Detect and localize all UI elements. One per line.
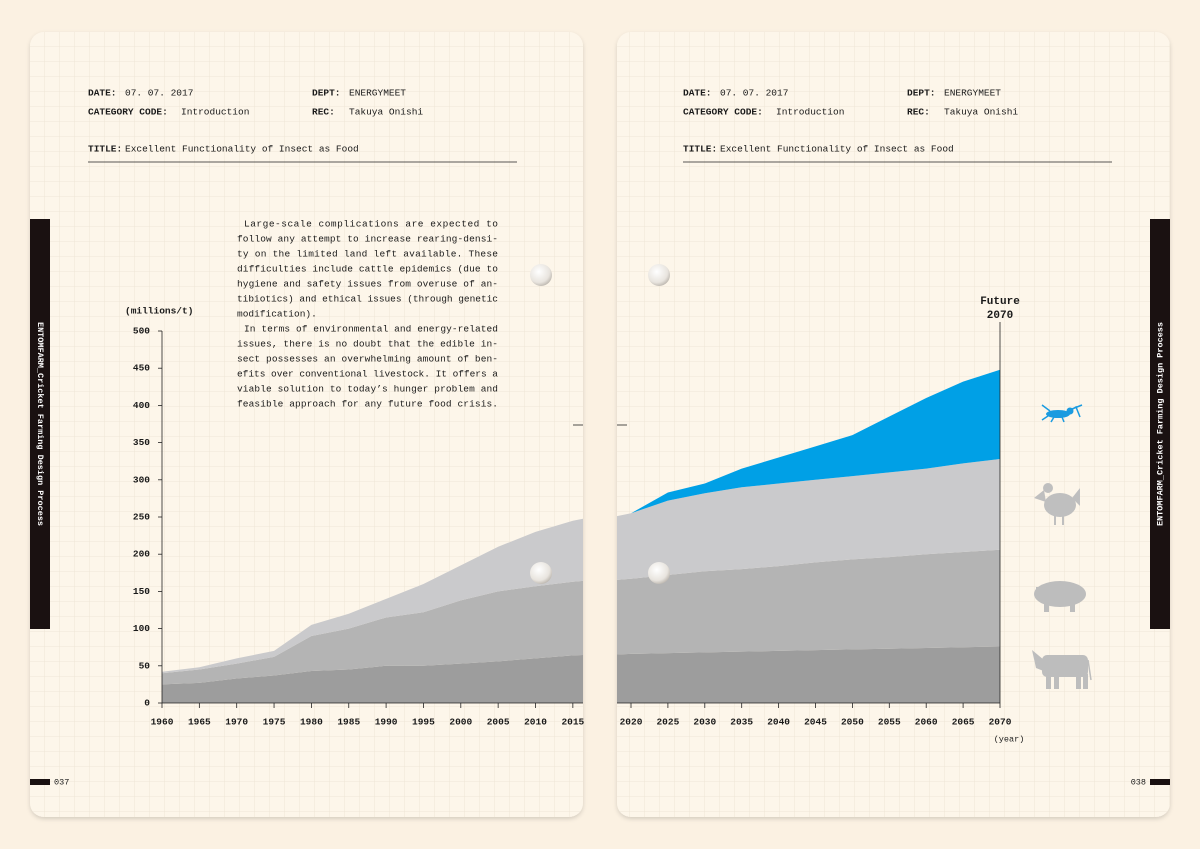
dept: ENERGYMEET	[349, 88, 406, 99]
plot-left	[162, 518, 583, 703]
x-tick-label: 1975	[263, 717, 286, 728]
y-tick-label: 150	[133, 586, 150, 597]
category: Introduction	[776, 107, 844, 118]
x-tick-label: 2035	[730, 717, 753, 728]
side-tab-label: ENTOMFARM_Cricket Farming Design Process	[1155, 322, 1165, 526]
y-tick-label: 350	[133, 437, 150, 448]
date: 07. 07. 2017	[720, 88, 788, 99]
date: 07. 07. 2017	[125, 88, 193, 99]
x-tick-label: 1960	[151, 717, 174, 728]
page-number: 038	[1131, 777, 1146, 787]
area	[162, 654, 583, 703]
body-text: issues, there is no doubt that the edibl…	[237, 339, 498, 350]
y-tick-label: 300	[133, 474, 150, 485]
y-tick-label: 0	[144, 698, 150, 709]
x-tick-label: 2055	[878, 717, 901, 728]
area	[617, 458, 1000, 580]
area	[617, 646, 1000, 703]
x-tick-label: 2020	[620, 717, 643, 728]
field-label: DEPT:	[907, 88, 936, 99]
body-text: hygiene and safety issues from overuse o…	[237, 279, 498, 290]
field-label: TITLE:	[683, 144, 717, 155]
x-tick-label: 2010	[524, 717, 547, 728]
field-label: CATEGORY CODE:	[683, 107, 763, 118]
field-label: DATE:	[683, 88, 712, 99]
x-tick-label: 2025	[656, 717, 679, 728]
x-tick-label: 1965	[188, 717, 211, 728]
page-number-bar	[1150, 779, 1170, 785]
side-tab	[1150, 219, 1170, 629]
field-label: DATE:	[88, 88, 117, 99]
x-tick-label: 2060	[915, 717, 938, 728]
y-tick-label: 50	[139, 660, 151, 671]
side-tab	[30, 219, 50, 629]
punch-hole	[648, 562, 670, 584]
x-tick-label: 1970	[225, 717, 248, 728]
y-tick-label: 500	[133, 326, 150, 337]
body-text: ty on the limited land left available. T…	[237, 249, 498, 260]
field-label: CATEGORY CODE:	[88, 107, 168, 118]
doc-title: Excellent Functionality of Insect as Foo…	[125, 144, 359, 155]
overlay: DATE: 07. 07. 2017 DEPT: ENERGYMEET CATEGORY…	[35, 88, 1166, 788]
x-tick-label: 1985	[337, 717, 360, 728]
y-axis-label: (millions/t)	[125, 306, 193, 317]
chicken-icon	[1034, 483, 1080, 525]
x-tick-label: 2050	[841, 717, 864, 728]
rec: Takuya Onishi	[349, 107, 423, 118]
field-label: DEPT:	[312, 88, 341, 99]
body-text: efits over conventional livestock. It of…	[237, 369, 498, 380]
body-text: In terms of environmental and energy-rel…	[244, 324, 498, 335]
body-text: Large-scale complications are expected t…	[244, 219, 498, 230]
punch-hole	[530, 562, 552, 584]
x-tick-label: 2030	[693, 717, 716, 728]
field-label: REC:	[312, 107, 335, 118]
x-tick-label: 1995	[412, 717, 435, 728]
body-text: follow any attempt to increase rearing-d…	[237, 234, 498, 245]
body-text: tibiotics) and ethical issues (through g…	[237, 294, 498, 305]
body-text: viable solution to today’s hunger proble…	[237, 384, 498, 395]
x-tick-label: 2015	[561, 717, 584, 728]
area	[617, 549, 1000, 655]
dept: ENERGYMEET	[944, 88, 1001, 99]
pig-icon	[1034, 577, 1086, 612]
punch-hole	[648, 264, 670, 286]
cow-icon	[1032, 650, 1092, 689]
body-text: difficulties include cattle epidemics (d…	[237, 264, 498, 275]
category: Introduction	[181, 107, 249, 118]
y-tick-label: 200	[133, 549, 150, 560]
y-tick-label: 450	[133, 363, 150, 374]
doc-title: Excellent Functionality of Insect as Foo…	[720, 144, 954, 155]
area	[162, 580, 583, 685]
area	[162, 518, 583, 674]
x-axis-label: (year)	[994, 734, 1025, 744]
page-number: 037	[54, 777, 69, 787]
y-tick-label: 100	[133, 623, 150, 634]
page-number-bar	[30, 779, 50, 785]
y-tick-label: 250	[133, 512, 150, 523]
punch-hole	[530, 264, 552, 286]
x-tick-label: 2005	[487, 717, 510, 728]
x-tick-label: 2045	[804, 717, 827, 728]
body-text: modification).	[237, 309, 317, 320]
y-tick-label: 400	[133, 400, 150, 411]
field-label: REC:	[907, 107, 930, 118]
field-label: TITLE:	[88, 144, 122, 155]
body-text: feasible approach for any future food cr…	[237, 399, 498, 410]
x-tick-label: 2040	[767, 717, 790, 728]
body-text: sect possesses an overwhelming amount of…	[237, 354, 498, 365]
annotation: Future	[980, 296, 1020, 308]
x-tick-label: 2000	[449, 717, 472, 728]
x-tick-label: 2070	[989, 717, 1012, 728]
rec: Takuya Onishi	[944, 107, 1018, 118]
plot-right	[617, 369, 1000, 703]
x-tick-label: 1990	[375, 717, 398, 728]
x-tick-label: 1980	[300, 717, 323, 728]
side-tab-label: ENTOMFARM_Cricket Farming Design Process	[35, 322, 45, 526]
annotation: 2070	[987, 310, 1013, 322]
area	[631, 369, 1000, 514]
cricket-icon	[1041, 404, 1083, 423]
x-tick-label: 2065	[952, 717, 975, 728]
